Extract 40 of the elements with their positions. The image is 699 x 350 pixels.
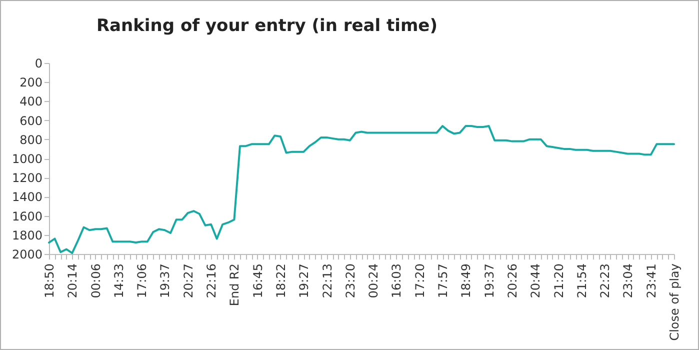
x-tick-label: 18:49 [459,264,474,298]
x-tick-label: 18:50 [42,264,56,298]
y-tick-label: 200 [20,76,42,90]
y-tick-label: 1600 [12,209,42,224]
y-tick-label: 400 [20,94,42,109]
y-tick-label: 1800 [12,228,42,242]
x-tick-label: 22:23 [598,264,612,298]
x-tick-label: 23:41 [644,264,658,298]
x-tick-label: 19:37 [482,264,496,298]
x-tick-label: 20:27 [181,264,196,298]
x-tick-label: 23:20 [343,264,358,298]
x-tick-label: 20:26 [505,264,520,298]
x-tick-label: 19:37 [158,264,172,298]
x-tick-label: 21:54 [574,264,589,298]
x-tick-label: 18:22 [274,264,288,298]
y-tick-label: 1000 [12,152,42,166]
x-tick-label: 21:20 [552,264,566,298]
x-tick-label: 16:03 [390,264,404,298]
x-tick-label: 17:57 [436,264,450,298]
y-tick-label: 800 [20,132,42,147]
x-tick-label: 20:44 [528,264,543,298]
x-tick-label: 23:04 [621,264,636,298]
x-tick-label: 00:06 [88,264,103,298]
x-tick-label: Close of play [668,264,682,341]
x-tick-label: 14:33 [112,264,126,298]
y-tick-label: 0 [34,56,42,70]
x-tick-label: 22:13 [320,264,334,298]
chart-title: Ranking of your entry (in real time) [96,16,438,36]
x-tick-label: 16:45 [250,264,265,298]
y-tick-label: 1400 [12,190,42,204]
x-tick-label: 22:16 [204,264,219,298]
x-tick-label: 19:27 [297,264,312,298]
x-tick-label: 17:20 [412,264,427,298]
x-tick-label: End R2 [228,264,242,306]
x-tick-label: 20:14 [66,264,80,298]
y-tick-label: 1200 [12,171,42,186]
x-tick-label: 17:06 [135,264,150,298]
y-tick-label: 2000 [12,248,42,262]
y-tick-label: 600 [20,114,42,128]
x-tick-label: 00:24 [366,264,381,298]
